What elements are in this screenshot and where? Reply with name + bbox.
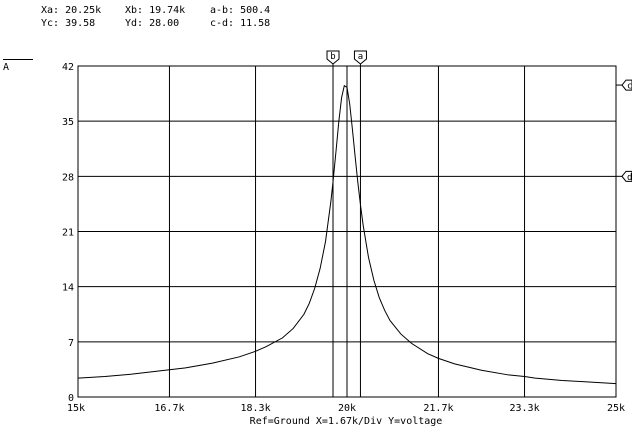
voltage-trace <box>77 84 617 385</box>
y-tick-label: 0 <box>68 393 74 404</box>
y-tick-label: 14 <box>62 283 74 294</box>
footer-status: Ref=Ground X=1.67k/Div Y=voltage <box>250 416 443 427</box>
cursor-c-flag-icon <box>621 79 632 91</box>
cursor-a-label: a <box>358 52 363 62</box>
x-tick-label: 15k <box>67 403 85 414</box>
cursor-xb-readout: Xb: 19.74k <box>125 5 186 16</box>
x-tick-label: 20k <box>338 403 356 414</box>
channel-label: A <box>3 62 10 73</box>
tick-labels: 15k 16.7k 18.3k 20k 21.7k 23.3k 25k 0 7 14 21 28 35 4… <box>62 62 625 414</box>
plot-grid <box>77 65 617 398</box>
cursor-c-label: c <box>627 82 632 92</box>
y-tick-label: 21 <box>62 228 74 239</box>
x-tick-label: 18.3k <box>240 403 270 414</box>
channel-label-overline <box>3 59 33 60</box>
cursor-d-label: d <box>627 173 632 183</box>
cursor-cd-readout: c-d: 11.58 <box>210 18 271 29</box>
cursor-b-label: b <box>330 52 335 62</box>
x-tick-label: 25k <box>607 403 625 414</box>
y-tick-label: 42 <box>62 62 74 73</box>
x-tick-label: 21.7k <box>423 403 453 414</box>
cursor-d-flag-icon <box>621 170 632 182</box>
y-tick-label: 7 <box>68 338 74 349</box>
cursor-xa-readout: Xa: 20.25k <box>41 5 102 16</box>
cursor-yd-readout: Yd: 28.00 <box>125 18 180 29</box>
cursor-ab-readout: a-b: 500.4 <box>210 5 271 16</box>
x-tick-label: 16.7k <box>154 403 184 414</box>
cursor-layer: c d a b <box>326 50 632 397</box>
x-tick-label: 23.3k <box>509 403 539 414</box>
cursor-b-flag-icon <box>326 50 340 65</box>
y-tick-label: 28 <box>62 172 74 183</box>
cursor-yc-readout: Yc: 39.58 <box>41 18 96 29</box>
cursor-a-flag-icon <box>353 50 367 65</box>
y-tick-label: 35 <box>62 117 74 128</box>
